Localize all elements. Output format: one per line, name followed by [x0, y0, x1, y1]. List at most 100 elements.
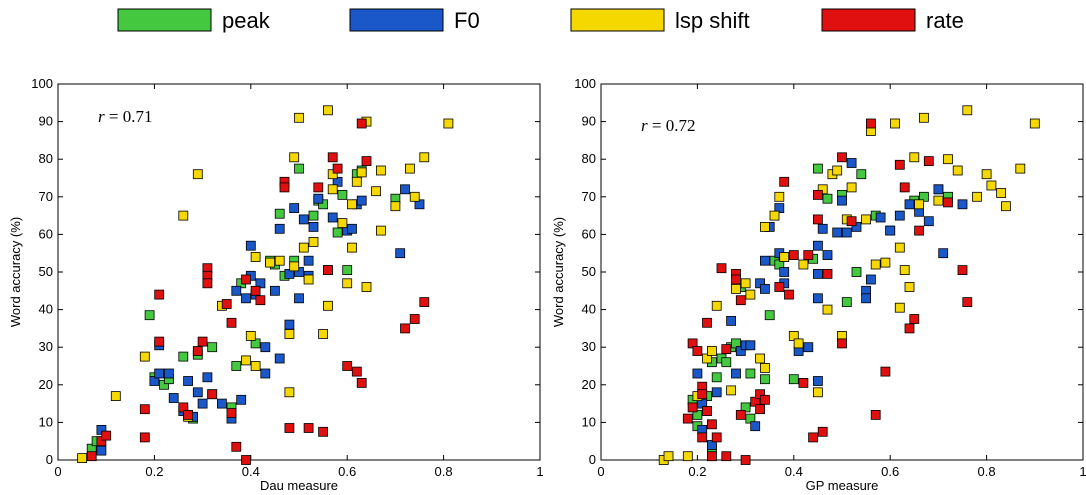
data-point — [943, 154, 953, 165]
correlation-annotation: r = 0.71 — [98, 107, 152, 126]
data-point — [711, 432, 722, 443]
x-tick-label: 0.8 — [978, 464, 996, 479]
data-point — [692, 346, 703, 356]
correlation-value: 0.72 — [666, 116, 696, 135]
data-point — [110, 391, 121, 402]
data-point — [308, 210, 319, 221]
data-point — [322, 300, 333, 311]
data-point — [371, 186, 382, 197]
legend-swatch-lsp-shift — [570, 8, 665, 32]
legend-swatch-F0 — [349, 8, 444, 32]
data-point — [784, 289, 794, 300]
data-point — [400, 184, 410, 195]
y-tick-label: 60 — [582, 226, 596, 241]
data-point — [1029, 118, 1040, 129]
data-point — [245, 240, 256, 251]
data-point — [923, 216, 934, 227]
data-point — [938, 248, 949, 259]
data-point — [779, 252, 790, 262]
data-point — [798, 259, 809, 270]
data-point — [952, 165, 963, 176]
data-point — [822, 193, 833, 204]
data-point — [284, 329, 295, 339]
data-point — [322, 265, 333, 276]
x-tick-label: 0.8 — [435, 464, 453, 479]
data-point — [711, 387, 722, 398]
legend-label: peak — [222, 8, 271, 33]
data-point — [375, 225, 386, 236]
data-point — [250, 252, 261, 262]
data-point — [774, 191, 785, 202]
data-point — [327, 184, 338, 195]
data-point — [813, 376, 823, 386]
data-point — [779, 176, 790, 187]
data-point — [702, 353, 712, 364]
data-point — [986, 180, 997, 191]
correlation-symbol: r — [641, 116, 648, 135]
data-point — [192, 387, 203, 398]
data-point — [269, 285, 280, 296]
data-point — [231, 285, 242, 296]
y-tick-label: 10 — [582, 414, 596, 429]
data-point — [760, 374, 770, 385]
data-point — [909, 152, 920, 163]
data-point — [957, 199, 968, 210]
data-point — [318, 329, 329, 339]
y-tick-label: 10 — [39, 414, 53, 429]
data-point — [144, 310, 155, 321]
data-point — [294, 293, 304, 304]
data-point — [692, 368, 703, 379]
data-point — [760, 221, 770, 232]
y-tick-label: 20 — [582, 377, 596, 392]
y-tick-label: 0 — [46, 452, 53, 467]
data-point — [241, 355, 251, 366]
data-point — [904, 199, 915, 210]
data-point — [260, 342, 271, 353]
data-point — [1001, 201, 1011, 212]
data-point — [139, 432, 150, 443]
data-point — [154, 289, 165, 300]
data-point — [745, 289, 756, 300]
data-point — [899, 182, 910, 193]
data-point — [846, 216, 857, 227]
legend-label: rate — [926, 8, 964, 33]
data-point — [837, 338, 847, 349]
data-point — [303, 255, 314, 266]
data-point — [894, 242, 905, 253]
data-point — [183, 376, 194, 386]
data-point — [284, 423, 295, 433]
y-tick-label: 30 — [39, 339, 53, 354]
data-point — [996, 188, 1006, 198]
x-tick-label: 1 — [1079, 464, 1086, 479]
data-point — [914, 225, 924, 236]
data-point — [294, 112, 304, 123]
series-rate — [682, 118, 973, 465]
correlation-equals: = — [105, 107, 123, 126]
data-point — [289, 152, 300, 163]
data-point — [361, 282, 372, 292]
legend-swatch-peak — [117, 8, 212, 32]
data-point — [760, 362, 770, 373]
data-point — [226, 317, 237, 328]
x-tick-label: 0.2 — [688, 464, 706, 479]
data-point — [933, 184, 944, 195]
data-point — [178, 210, 189, 221]
data-point — [265, 257, 276, 268]
data-point — [351, 366, 362, 377]
y-tick-label: 90 — [582, 114, 596, 129]
data-point — [313, 193, 324, 204]
data-point — [342, 265, 353, 276]
data-point — [894, 159, 905, 170]
data-point — [803, 342, 814, 353]
data-point — [682, 451, 693, 462]
data-point — [443, 118, 454, 129]
y-tick-label: 70 — [582, 189, 596, 204]
data-point — [409, 191, 420, 202]
data-point — [139, 351, 150, 362]
data-point — [726, 385, 736, 396]
data-point — [957, 265, 968, 276]
data-point — [221, 299, 232, 309]
data-point — [313, 182, 324, 193]
